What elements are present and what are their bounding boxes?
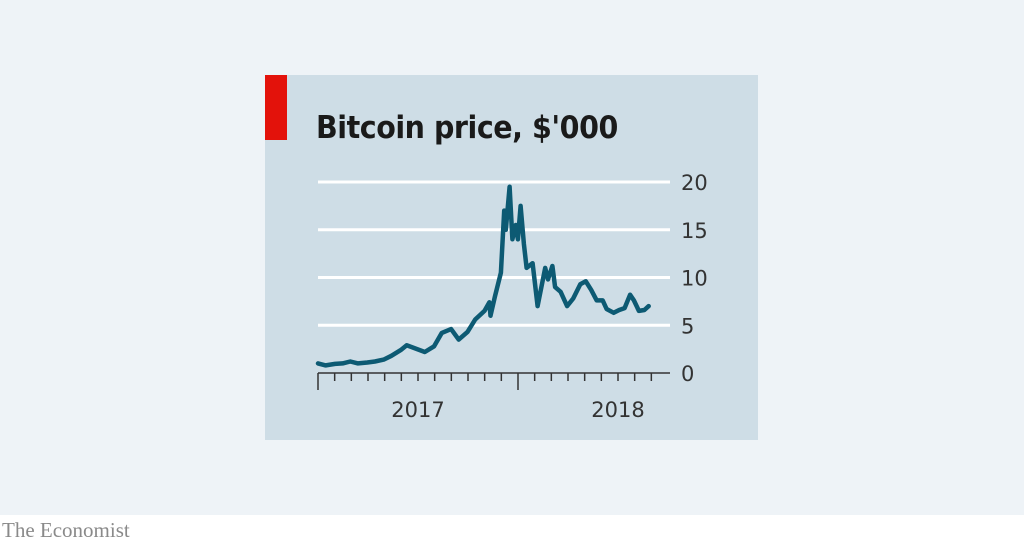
chart-panel bbox=[265, 75, 758, 440]
y-tick-label: 15 bbox=[681, 219, 708, 243]
chart-title: Bitcoin price, $'000 bbox=[316, 110, 618, 146]
brand-red-tag bbox=[265, 75, 287, 140]
y-tick-label: 20 bbox=[681, 171, 708, 195]
x-tick-label: 2017 bbox=[391, 398, 444, 422]
bitcoin-price-line bbox=[315, 184, 651, 368]
economist-logo-text: The Economist bbox=[2, 518, 130, 542]
x-tick-label: 2018 bbox=[591, 398, 644, 422]
y-tick-label: 5 bbox=[681, 314, 694, 338]
y-tick-label: 0 bbox=[681, 362, 694, 386]
y-tick-label: 10 bbox=[681, 267, 708, 291]
line-chart: 0 5 10 15 20 2017 2018 bbox=[315, 171, 708, 422]
